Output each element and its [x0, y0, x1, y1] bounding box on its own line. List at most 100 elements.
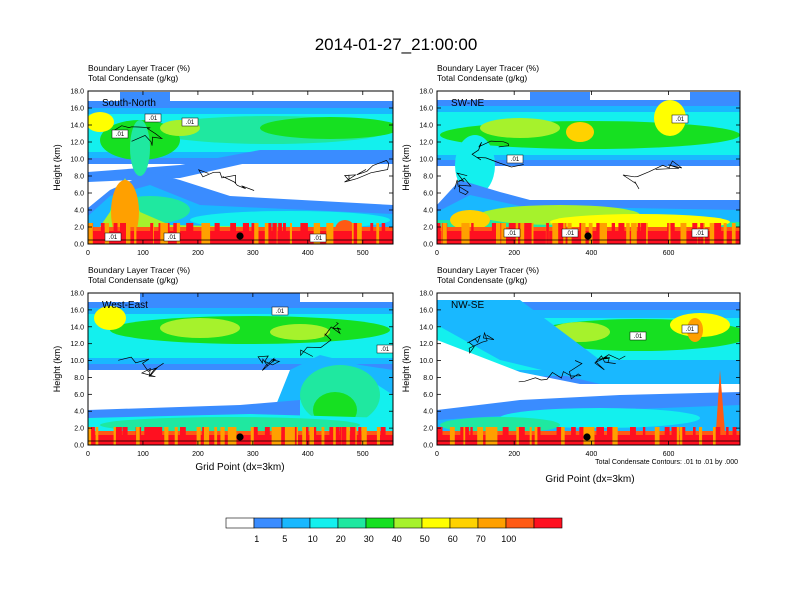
tracer-column	[160, 223, 165, 244]
colorbar-swatch	[533, 517, 563, 529]
contour-label-box	[181, 117, 199, 127]
contour-label-box	[671, 114, 689, 124]
tracer-column	[230, 223, 236, 244]
field: .01 .01	[88, 293, 393, 445]
tracer-column	[612, 427, 615, 445]
tracer-column	[642, 427, 646, 445]
y-tick-label: 8.0	[423, 375, 433, 382]
tracer-column	[496, 223, 501, 244]
tracer-column	[122, 427, 128, 445]
x-tick-label: 400	[586, 451, 598, 458]
y-tick-label: 0.0	[423, 242, 433, 249]
x-tick-label: 400	[302, 451, 314, 458]
tracer-column	[230, 427, 237, 445]
tracer-column	[157, 427, 163, 445]
condensate-contour	[257, 355, 281, 371]
x-tick-label: 0	[86, 451, 90, 458]
contour-label: .01	[314, 236, 323, 242]
colorbar-label: 20	[336, 534, 346, 544]
colorbar-swatch	[449, 517, 479, 529]
tracer-column	[520, 223, 525, 244]
condensate-contour	[471, 140, 524, 168]
y-tick-label: 0.0	[423, 443, 433, 450]
tracer-column	[254, 223, 259, 244]
tracer-column	[715, 223, 722, 244]
tracer-column	[630, 427, 636, 445]
x-tick-label: 200	[192, 451, 204, 458]
condensate-cell	[160, 318, 240, 338]
condensate-contour	[622, 160, 683, 190]
y-tick-label: 0.0	[74, 443, 84, 450]
tracer-column	[559, 223, 564, 244]
tracer-column	[460, 427, 467, 445]
tracer-column	[437, 223, 441, 244]
colorbar-label: 30	[364, 534, 374, 544]
tracer-column	[654, 427, 660, 445]
tracer-column	[470, 427, 473, 445]
panel-title-condensate: Total Condensate (g/kg)	[437, 73, 527, 83]
x-tick-label: 400	[302, 250, 314, 257]
tracer-column	[120, 223, 126, 244]
tracer-column	[355, 223, 362, 244]
colorbar-label: 70	[476, 534, 486, 544]
tracer-column	[315, 223, 321, 244]
tracer-column	[268, 223, 272, 244]
colorbar-legend: 1 5 10 20 30 40 50 60 70 100	[225, 517, 563, 544]
contour-label: .01	[696, 231, 705, 237]
tracer-column	[134, 223, 137, 244]
tracer-column	[271, 427, 277, 445]
condensate-band	[600, 172, 740, 196]
tracer-column	[713, 427, 718, 445]
tracer-column	[244, 223, 249, 244]
x-tick-label: 200	[192, 250, 204, 257]
tracer-column	[478, 427, 484, 445]
tracer-column	[350, 427, 356, 445]
tracer-column	[272, 223, 277, 244]
tracer-column	[524, 223, 527, 244]
condensate-band	[530, 92, 590, 102]
shared-x-axis-label-right: Grid Point (dx=3km)	[545, 474, 634, 485]
y-tick-label: 14.0	[419, 123, 433, 130]
panel-west-east: .01 .01 West-East Boundary Layer Tracer (%)…	[52, 265, 394, 458]
tracer-column	[491, 427, 498, 445]
tracer-column	[154, 427, 158, 445]
y-axis-label: Height (km)	[401, 144, 411, 191]
condensate-cell	[455, 135, 495, 195]
y-tick-label: 12.0	[419, 341, 433, 348]
y-axis-label: Height (km)	[401, 346, 411, 393]
condensate-cell	[260, 117, 393, 139]
tracer-column	[465, 427, 468, 445]
x-tick-label: 400	[586, 250, 598, 257]
x-tick-label: 200	[508, 451, 520, 458]
tracer-column	[329, 223, 334, 244]
condensate-band	[120, 92, 170, 101]
tracer-column	[618, 223, 625, 244]
tracer-column	[733, 427, 736, 445]
tracer-column	[573, 427, 576, 445]
tracer-column	[253, 427, 258, 445]
plot-frame	[87, 292, 394, 446]
contour-label: .01	[381, 347, 390, 353]
colorbar-swatch	[477, 517, 507, 529]
tracer-column	[88, 223, 91, 244]
contour-label: .01	[508, 231, 517, 237]
y-tick-label: 10.0	[70, 157, 84, 164]
tracer-column	[681, 427, 686, 445]
tracer-column	[461, 223, 465, 244]
tracer-column	[668, 223, 673, 244]
colorbar-label: 100	[501, 534, 516, 544]
tracer-column	[91, 427, 95, 445]
colorbar-label: 60	[448, 534, 458, 544]
colorbar-label: 50	[420, 534, 430, 544]
tracer-column	[302, 223, 308, 244]
tracer-column	[562, 427, 565, 445]
tracer-column	[571, 427, 576, 445]
y-tick-label: 4.0	[74, 409, 84, 416]
tracer-column	[251, 223, 257, 244]
tracer-column	[503, 427, 506, 445]
x-tick-label: 300	[247, 250, 259, 257]
tracer-column	[670, 223, 675, 244]
contour-label: .01	[149, 116, 158, 122]
contour-label-box	[629, 331, 647, 341]
